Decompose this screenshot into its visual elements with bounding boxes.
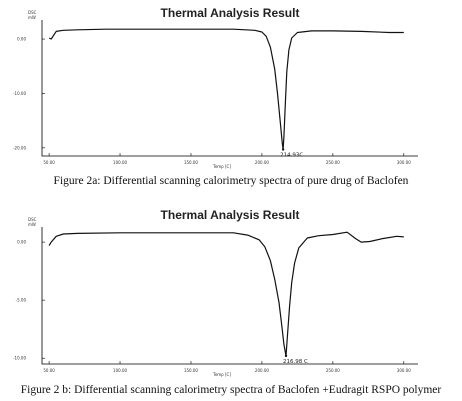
figure-2a: Thermal Analysis Result DSC mW 0.00 -10.00 -2… bbox=[0, 0, 462, 198]
x-tick-label: 150.00 bbox=[184, 160, 198, 165]
x-tick-label: 250.00 bbox=[326, 368, 340, 373]
x-tick-label: 200.00 bbox=[255, 368, 269, 373]
y-axis-unit: mW bbox=[28, 222, 36, 227]
y-tick-label: -10.00 bbox=[13, 91, 26, 96]
y-tick-label: 0.00 bbox=[17, 37, 26, 42]
y-tick-label: 0.00 bbox=[17, 240, 26, 245]
peak-marker bbox=[281, 148, 285, 151]
y-axis-unit: DSC bbox=[28, 217, 37, 222]
x-tick-label: 250.00 bbox=[326, 160, 340, 165]
figure-2b: Thermal Analysis Result DSC mW 0.00 -5.00 -10… bbox=[0, 200, 462, 401]
axis-frame bbox=[41, 227, 418, 365]
dsc-curve bbox=[48, 231, 404, 357]
chart-title: Thermal Analysis Result bbox=[161, 6, 300, 20]
y-tick-label: -10.00 bbox=[13, 356, 26, 361]
chart-title: Thermal Analysis Result bbox=[161, 208, 300, 222]
y-tick-label: -5.00 bbox=[16, 298, 27, 303]
peak-marker bbox=[284, 354, 288, 358]
axis-frame bbox=[41, 20, 418, 157]
x-tick-label: 100.00 bbox=[113, 368, 127, 373]
x-tick-label: 50.00 bbox=[43, 160, 55, 165]
figure-caption: Figure 2 b: Differential scanning calori… bbox=[20, 384, 442, 396]
x-tick-label: 50.00 bbox=[43, 368, 55, 373]
x-axis-label: Temp [C] bbox=[212, 372, 231, 377]
y-tick-label: -20.00 bbox=[13, 145, 26, 150]
dsc-curve bbox=[48, 28, 404, 151]
peak-annotation: 216.98 C bbox=[283, 359, 308, 365]
x-tick-label: 300.00 bbox=[397, 368, 411, 373]
x-tick-label: 200.00 bbox=[255, 160, 269, 165]
y-axis-unit: mW bbox=[28, 15, 36, 20]
x-tick-label: 150.00 bbox=[184, 368, 198, 373]
x-axis-label: Temp [C] bbox=[212, 164, 231, 169]
figure-caption: Figure 2a: Differential scanning calorim… bbox=[53, 175, 409, 187]
peak-annotation: 214.93C bbox=[280, 152, 303, 158]
x-tick-label: 300.00 bbox=[397, 160, 411, 165]
x-tick-label: 100.00 bbox=[113, 160, 127, 165]
y-axis-unit: DSC bbox=[28, 10, 37, 15]
